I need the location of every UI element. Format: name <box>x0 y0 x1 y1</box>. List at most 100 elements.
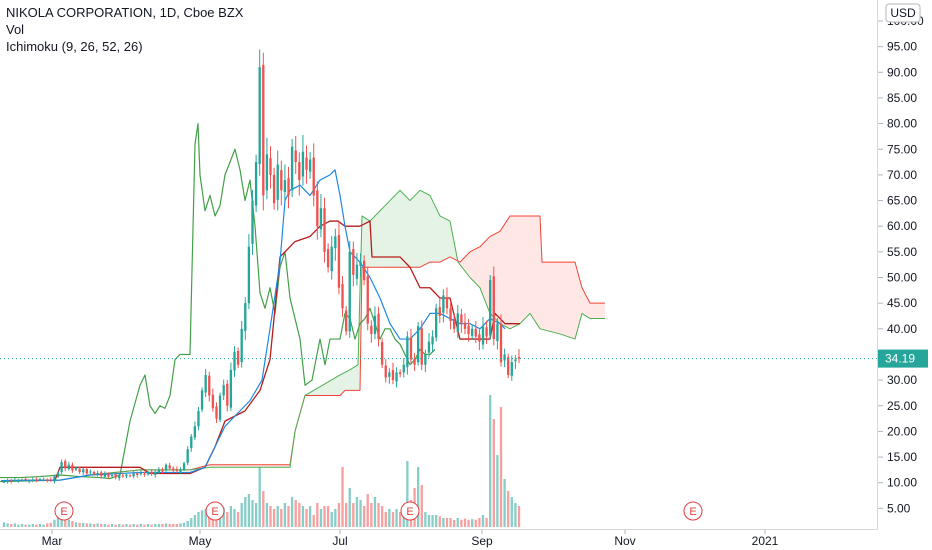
volume-bar <box>453 519 456 527</box>
volume-bar <box>82 522 85 527</box>
volume-bar <box>136 524 139 527</box>
volume-bar <box>132 524 135 527</box>
earnings-label: E <box>689 506 696 518</box>
candle-body <box>146 472 150 475</box>
x-tick-label: Mar <box>42 534 63 548</box>
volume-bar <box>2 522 6 527</box>
volume-bar <box>294 500 297 527</box>
candle-body <box>218 395 222 420</box>
earnings-marker[interactable]: E <box>205 501 225 521</box>
y-tick-label: 10.00 <box>887 476 917 490</box>
candle-body <box>503 354 506 361</box>
volume-bar <box>110 524 114 527</box>
volume-bar <box>319 509 323 527</box>
candle-body <box>301 151 305 177</box>
candle-body <box>215 406 218 419</box>
volume-bar <box>463 518 467 527</box>
volume-bar <box>182 522 186 527</box>
candle-body <box>35 479 38 481</box>
volume-bar <box>272 509 276 527</box>
candle-body <box>341 284 344 309</box>
candle-body <box>164 464 168 471</box>
earnings-marker[interactable]: E <box>683 501 703 521</box>
candle-body <box>172 468 175 470</box>
y-tick-label: 30.00 <box>887 373 917 387</box>
candle-body <box>211 394 215 409</box>
candle-body <box>352 249 355 275</box>
volume-bar <box>460 519 463 527</box>
candle-body <box>359 262 362 267</box>
earnings-marker[interactable]: E <box>54 501 74 521</box>
volume-bar <box>424 512 427 527</box>
candle-body <box>276 164 279 200</box>
candle-body <box>330 246 333 272</box>
volume-bar <box>334 509 337 527</box>
candle-body <box>406 336 409 368</box>
ichimoku-cloud <box>0 190 605 482</box>
earnings-marker[interactable]: E <box>400 501 420 521</box>
candle-body <box>82 469 85 473</box>
price-scale[interactable]: 5.0010.0015.0020.0025.0030.0035.0040.004… <box>878 14 924 515</box>
volume-bar <box>395 509 398 527</box>
y-tick-label: 50.00 <box>887 271 917 285</box>
candle-body <box>67 464 70 469</box>
candle-body <box>391 369 395 381</box>
volume-bar <box>337 503 341 527</box>
candle-body <box>460 314 463 324</box>
candle-body <box>204 374 207 393</box>
x-tick-label: Nov <box>614 534 635 548</box>
candle-body <box>510 362 513 376</box>
volume-bar <box>341 467 344 527</box>
volume-bar <box>427 515 431 527</box>
x-tick-label: Sep <box>471 534 493 548</box>
volume-bar <box>445 518 449 527</box>
last-price-value: 34.19 <box>885 352 915 366</box>
volume-bar <box>507 491 510 527</box>
candle-body <box>157 469 161 473</box>
volume-bar <box>121 524 125 527</box>
volume-bar <box>175 524 179 527</box>
currency-button[interactable]: USD <box>885 3 921 23</box>
volume-bar <box>478 518 481 527</box>
candle-body <box>118 475 121 479</box>
volume-bar <box>204 509 207 527</box>
volume-bar <box>323 506 326 527</box>
volume-bar <box>157 524 161 527</box>
y-tick-label: 55.00 <box>887 245 917 259</box>
ichimoku-indicator-label[interactable]: Ichimoku (9, 26, 52, 26) <box>6 39 143 54</box>
volume-bar <box>193 515 197 527</box>
volume-bar <box>164 523 168 527</box>
volume-bar <box>474 519 477 527</box>
volume-bar <box>326 506 330 527</box>
candle-body <box>424 354 427 365</box>
lagging-span-line <box>0 122 436 480</box>
candle-body <box>294 150 297 163</box>
volume-indicator-label[interactable]: Vol <box>6 22 25 37</box>
candle-body <box>499 323 503 363</box>
candle-body <box>222 385 225 396</box>
candle-body <box>89 471 92 473</box>
candle-body <box>431 336 434 345</box>
volume-bar <box>179 523 182 527</box>
volume-bar <box>247 494 251 527</box>
volume-bar <box>265 503 269 527</box>
volume-bar <box>370 503 373 527</box>
volume-bar <box>103 524 107 527</box>
candle-body <box>337 234 341 288</box>
symbol-title[interactable]: NIKOLA CORPORATION, 1D, Cboe BZX <box>6 5 244 20</box>
volume-bar <box>128 524 132 527</box>
candle-body <box>348 251 351 332</box>
time-scale[interactable]: Mar May Jul Sep Nov 2021 <box>42 530 779 548</box>
candle-body <box>107 474 110 477</box>
candle-body <box>229 369 233 408</box>
volume-bar <box>172 524 175 527</box>
candle-body <box>128 475 132 477</box>
volume-bar <box>373 497 377 527</box>
volume-bar <box>312 515 315 527</box>
candle-body <box>28 480 31 482</box>
volume-bar <box>118 524 121 527</box>
volume-bar <box>74 522 78 527</box>
volume-bar <box>406 461 409 527</box>
volume-bar <box>449 518 452 527</box>
